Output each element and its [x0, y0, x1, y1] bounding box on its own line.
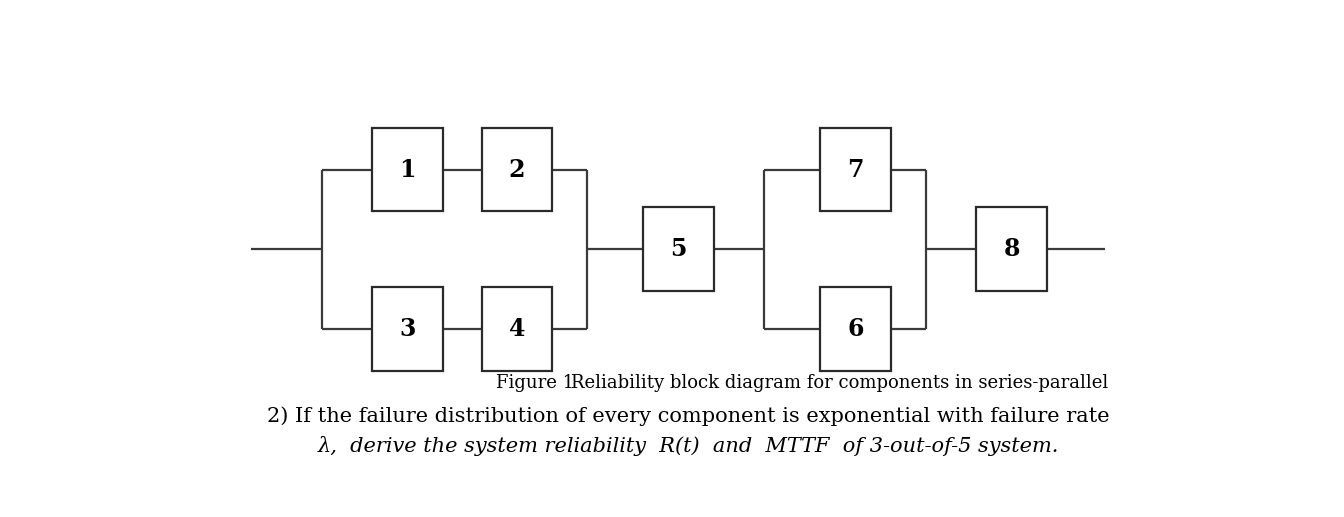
- Bar: [372, 287, 444, 371]
- Bar: [976, 207, 1047, 291]
- Text: 2) If the failure distribution of every component is exponential with failure ra: 2) If the failure distribution of every …: [267, 406, 1110, 426]
- Text: 7: 7: [847, 158, 864, 181]
- Bar: [820, 128, 891, 211]
- Text: 2: 2: [508, 158, 526, 181]
- Bar: [820, 287, 891, 371]
- Bar: [481, 287, 552, 371]
- Text: 6: 6: [847, 317, 864, 341]
- Text: λ,  derive the system reliability  R(t)  and  MTTF  of 3-out-of-5 system.: λ, derive the system reliability R(t) an…: [319, 436, 1059, 456]
- Bar: [481, 128, 552, 211]
- Bar: [642, 207, 714, 291]
- Text: 4: 4: [508, 317, 526, 341]
- Text: Figure 1: Figure 1: [496, 373, 574, 391]
- Text: 3: 3: [399, 317, 415, 341]
- Text: 8: 8: [1004, 237, 1020, 261]
- Bar: [372, 128, 444, 211]
- Text: 5: 5: [671, 237, 687, 261]
- Text: 1: 1: [399, 158, 415, 181]
- Text: Reliability block diagram for components in series-parallel: Reliability block diagram for components…: [548, 373, 1109, 391]
